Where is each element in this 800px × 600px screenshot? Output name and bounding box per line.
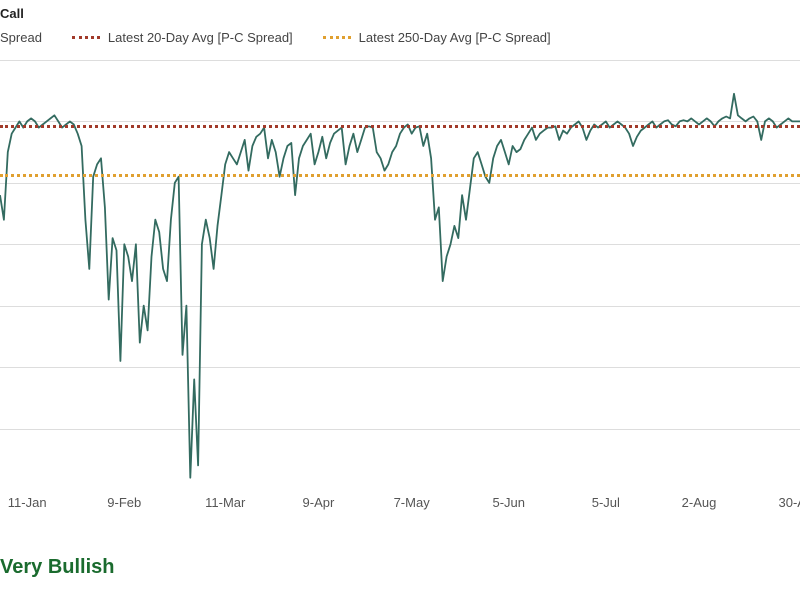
sentiment-label: Very Bullish [0, 556, 115, 579]
x-tick-label: 2-Aug [682, 495, 717, 510]
legend-item-avg20: Latest 20-Day Avg [P-C Spread] [72, 30, 293, 45]
legend-avg20-swatch [72, 36, 100, 39]
plot-area [0, 60, 800, 490]
x-tick-label: 9-Apr [303, 495, 335, 510]
x-tick-label: 5-Jun [492, 495, 525, 510]
x-tick-label: 11-Jan [8, 495, 47, 510]
avg20-line [0, 125, 800, 128]
legend-item-series: Spread [0, 30, 42, 45]
x-tick-label: 7-May [394, 495, 430, 510]
legend-series-label: Spread [0, 30, 42, 45]
legend-item-avg250: Latest 250-Day Avg [P-C Spread] [323, 30, 551, 45]
x-tick-label: 11-Mar [205, 495, 245, 510]
x-tick-label: 30-A [778, 495, 800, 510]
x-tick-label: 5-Jul [592, 495, 620, 510]
x-tick-label: 9-Feb [107, 495, 141, 510]
legend-avg250-swatch [323, 36, 351, 39]
x-axis: 11-Jan 9-Feb 11-Mar 9-Apr 7-May 5-Jun 5-Jul 2-A… [0, 495, 800, 525]
legend-avg250-label: Latest 250-Day Avg [P-C Spread] [359, 30, 551, 45]
chart-title: Call [0, 6, 24, 21]
chart-area: 11-Jan 9-Feb 11-Mar 9-Apr 7-May 5-Jun 5-Jul 2-A… [0, 60, 800, 530]
legend-avg20-label: Latest 20-Day Avg [P-C Spread] [108, 30, 293, 45]
chart-legend: Spread Latest 20-Day Avg [P-C Spread] La… [0, 30, 551, 45]
avg250-line [0, 174, 800, 177]
